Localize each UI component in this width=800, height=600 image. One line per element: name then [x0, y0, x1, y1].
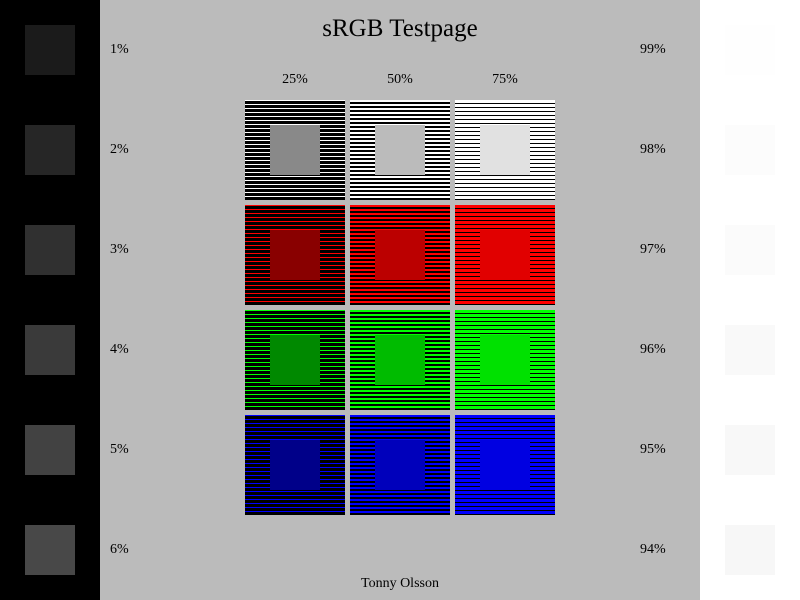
solid-patch: [270, 230, 320, 280]
light-strip: [700, 0, 800, 600]
light-swatch: [725, 225, 775, 275]
solid-patch: [480, 335, 530, 385]
solid-patch: [375, 440, 425, 490]
stripe-patch: [245, 100, 345, 200]
stripe-patch: [350, 100, 450, 200]
stripe-patch: [455, 415, 555, 515]
right-label: 97%: [640, 242, 666, 257]
light-swatch: [725, 325, 775, 375]
stripe-patch: [350, 415, 450, 515]
stripe-patch: [455, 310, 555, 410]
dark-swatch: [25, 525, 75, 575]
column-label: 50%: [387, 72, 413, 87]
solid-patch: [480, 125, 530, 175]
left-label: 6%: [110, 542, 129, 557]
dark-swatch: [25, 225, 75, 275]
dark-swatch: [25, 325, 75, 375]
left-label: 4%: [110, 342, 129, 357]
right-label: 95%: [640, 442, 666, 457]
stripe-patch: [245, 415, 345, 515]
stripe-patch: [455, 100, 555, 200]
solid-patch: [480, 440, 530, 490]
left-label: 5%: [110, 442, 129, 457]
column-label: 75%: [492, 72, 518, 87]
right-label: 99%: [640, 42, 666, 57]
solid-patch: [375, 335, 425, 385]
light-swatch: [725, 25, 775, 75]
stripe-patch: [245, 205, 345, 305]
dark-swatch: [25, 125, 75, 175]
solid-patch: [480, 230, 530, 280]
left-label: 2%: [110, 142, 129, 157]
left-label: 1%: [110, 42, 129, 57]
left-label: 3%: [110, 242, 129, 257]
solid-patch: [375, 125, 425, 175]
solid-patch: [375, 230, 425, 280]
dark-swatch: [25, 25, 75, 75]
stripe-patch: [245, 310, 345, 410]
light-swatch: [725, 425, 775, 475]
light-swatch: [725, 525, 775, 575]
light-swatch: [725, 125, 775, 175]
solid-patch: [270, 440, 320, 490]
title: sRGB Testpage: [322, 15, 478, 42]
right-label: 94%: [640, 542, 666, 557]
solid-patch: [270, 335, 320, 385]
stripe-patch: [455, 205, 555, 305]
dark-strip: [0, 0, 100, 600]
right-label: 98%: [640, 142, 666, 157]
stripe-patch: [350, 310, 450, 410]
column-label: 25%: [282, 72, 308, 87]
solid-patch: [270, 125, 320, 175]
stripe-patch: [350, 205, 450, 305]
dark-swatch: [25, 425, 75, 475]
footer: Tonny Olsson: [361, 576, 439, 591]
right-label: 96%: [640, 342, 666, 357]
